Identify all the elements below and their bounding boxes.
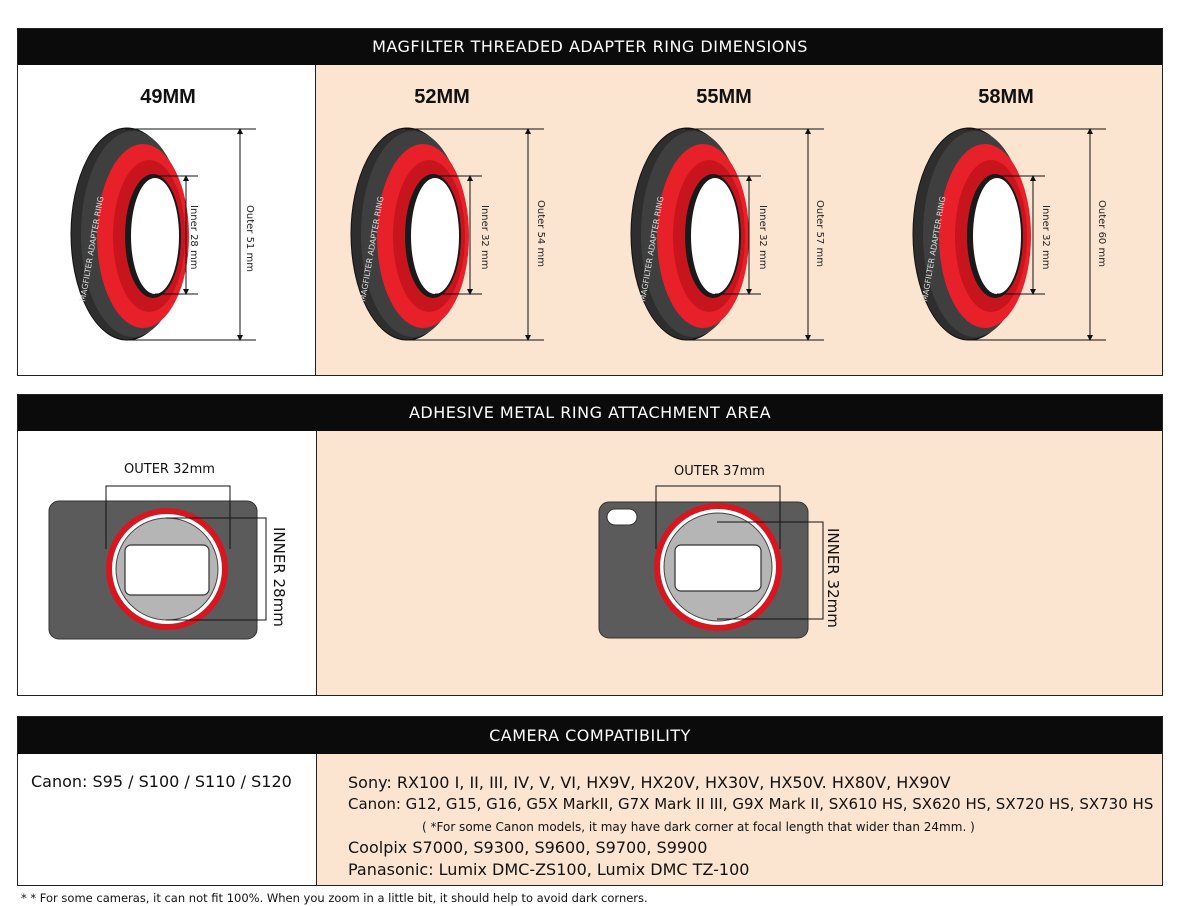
outer-label-49: Outer 51 mm — [244, 205, 255, 272]
outer-label-58: Outer 60 mm — [1096, 200, 1107, 267]
inner-label-55: Inner 32 mm — [757, 205, 768, 270]
left-inner-label: INNER 28mm — [270, 527, 288, 627]
compat-panasonic: Panasonic: Lumix DMC-ZS100, Lumix DMC TZ… — [348, 860, 750, 879]
footnote: * * For some cameras, it can not fit 100… — [21, 891, 648, 905]
outer-label-52: Outer 54 mm — [535, 200, 546, 267]
compatibility-right-cell — [316, 754, 1162, 885]
compatibility-left-cell — [18, 754, 316, 885]
camera-right-illustration — [598, 485, 824, 639]
right-inner-label: INNER 32mm — [824, 528, 842, 628]
adapter-ring-3: MAGFILTER ADAPTER RING — [912, 127, 1106, 341]
outer-label-55: Outer 57 mm — [814, 200, 825, 267]
attachment-area-title: ADHESIVE METAL RING ATTACHMENT AREA — [408, 403, 772, 422]
compat-sony: Sony: RX100 I, II, III, IV, V, VI, HX9V,… — [348, 773, 951, 792]
compatibility-title: CAMERA COMPATIBILITY — [489, 726, 691, 745]
divider — [316, 431, 317, 695]
right-outer-label: OUTER 37mm — [674, 464, 765, 479]
adapter-ring-2: MAGFILTER ADAPTER RING — [630, 127, 824, 341]
ring-size-55: 55MM — [696, 86, 752, 108]
adapter-ring-1: MAGFILTER ADAPTER RING — [350, 127, 544, 341]
canon-note: ( *For some Canon models, it may have da… — [422, 820, 975, 834]
compat-canon: Canon: G12, G15, G16, G5X MarkII, G7X Ma… — [348, 795, 1154, 813]
divider — [315, 65, 316, 375]
compat-coolpix: Coolpix S7000, S9300, S9600, S9700, S990… — [348, 838, 708, 857]
inner-label-52: Inner 32 mm — [479, 205, 490, 270]
inner-label-49: Inner 28 mm — [188, 205, 199, 270]
attachment-area-header: ADHESIVE METAL RING ATTACHMENT AREA — [18, 395, 1162, 431]
camera-left-illustration — [48, 485, 267, 640]
inner-label-58: Inner 32 mm — [1040, 205, 1051, 270]
ring-size-49: 49MM — [140, 86, 196, 108]
compatibility-panel: CAMERA COMPATIBILITY — [17, 716, 1163, 886]
ring-dimensions-title: MAGFILTER THREADED ADAPTER RING DIMENSIO… — [372, 37, 808, 56]
adapter-ring-0: MAGFILTER ADAPTER RING — [70, 127, 256, 341]
compatibility-header: CAMERA COMPATIBILITY — [18, 717, 1162, 754]
canon-s-series-text: Canon: S95 / S100 / S110 / S120 — [31, 772, 292, 791]
ring-size-52: 52MM — [414, 86, 470, 108]
divider — [316, 754, 317, 885]
left-outer-label: OUTER 32mm — [124, 462, 215, 477]
ring-dimensions-header: MAGFILTER THREADED ADAPTER RING DIMENSIO… — [18, 29, 1162, 65]
ring-size-58: 58MM — [978, 86, 1034, 108]
